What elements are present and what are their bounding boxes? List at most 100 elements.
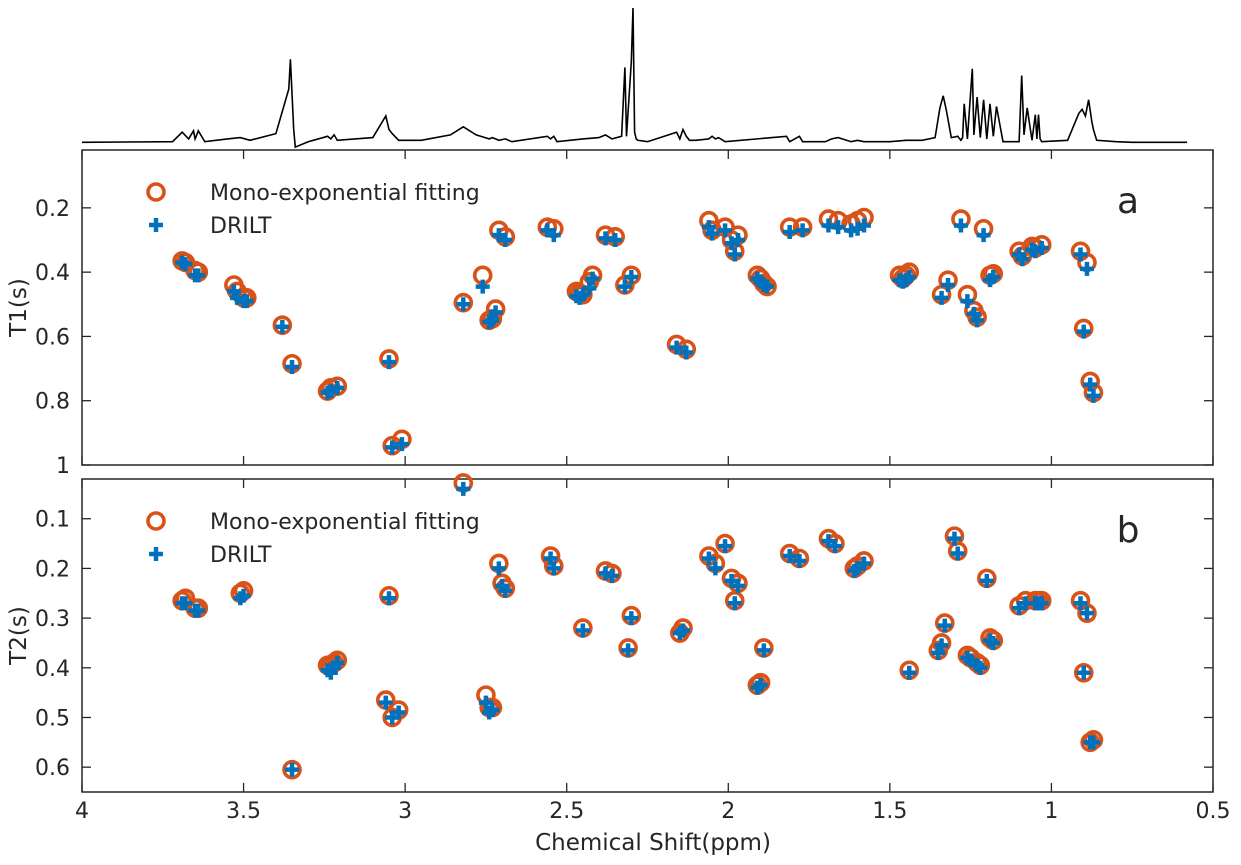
drilt-point <box>941 278 956 292</box>
drilt-point <box>730 233 745 247</box>
drilt-point <box>604 568 619 583</box>
drilt-point <box>718 223 733 238</box>
drilt-point <box>676 623 691 638</box>
drilt-point <box>1073 596 1088 611</box>
y-tick-label: 0.6 <box>35 325 70 350</box>
drilt-point <box>498 233 513 247</box>
plot-frame <box>81 149 1214 466</box>
legend-drilt-label: DRILT <box>210 214 272 239</box>
drilt-point <box>617 279 632 294</box>
legend-mono-marker <box>146 182 166 202</box>
drilt-point <box>608 233 623 247</box>
drilt-point <box>378 695 393 710</box>
drilt-point <box>1086 388 1101 403</box>
drilt-point <box>753 678 768 693</box>
plot-frame <box>81 478 1214 793</box>
x-tick-label: 2 <box>721 799 735 824</box>
drilt-point <box>624 611 639 626</box>
drilt-point <box>669 340 684 355</box>
drilt-point <box>546 228 561 243</box>
drilt-point <box>986 269 1001 284</box>
drilt-point <box>1079 261 1094 276</box>
drilt-point <box>950 546 965 561</box>
legend-mono-label: Mono-exponential fitting <box>210 181 480 206</box>
drilt-point <box>456 297 471 312</box>
drilt-point <box>498 583 513 598</box>
drilt-point <box>727 247 742 262</box>
drilt-point <box>934 290 949 305</box>
drilt-point <box>679 345 694 360</box>
panel-label: b <box>1117 510 1140 551</box>
drilt-point <box>902 269 917 284</box>
drilt-point <box>1086 735 1101 750</box>
drilt-point <box>1073 247 1088 262</box>
drilt-point <box>1034 241 1049 256</box>
drilt-point <box>275 319 290 334</box>
x-tick-label: 0.5 <box>1196 799 1231 824</box>
drilt-point <box>330 380 345 395</box>
drilt-point <box>585 271 600 286</box>
drilt-point <box>756 643 771 658</box>
y-tick-label: 0.4 <box>35 657 70 682</box>
drilt-point <box>236 588 251 603</box>
drilt-point <box>381 355 396 370</box>
drilt-point <box>973 660 988 675</box>
drilt-point <box>394 437 409 452</box>
drilt-point <box>385 440 400 455</box>
drilt-point <box>1015 252 1030 267</box>
x-tick-label: 4 <box>75 799 89 824</box>
t2-panel: 0.1 0.2 0.3 0.4 0.5 0.6 T2(s) b Mono-exponential… <box>6 473 1214 793</box>
drilt-point <box>727 596 742 611</box>
drilt-point <box>456 481 471 496</box>
drilt-point <box>857 218 872 233</box>
drilt-point <box>970 313 985 328</box>
drilt-point <box>285 359 300 374</box>
drilt-point <box>330 655 345 670</box>
drilt-point <box>979 573 994 588</box>
x-tick-label: 1 <box>1044 799 1058 824</box>
drilt-point <box>795 223 810 238</box>
legend-mono-label: Mono-exponential fitting <box>210 510 480 535</box>
drilt-point <box>575 623 590 638</box>
drilt-point <box>485 703 500 718</box>
drilt-point <box>792 553 807 568</box>
y-tick-label: 0.2 <box>35 197 70 222</box>
drilt-point <box>285 762 300 777</box>
drilt-point <box>857 556 872 571</box>
legend-drilt-marker <box>149 547 163 561</box>
drilt-point <box>931 645 946 660</box>
y-tick-label: 0.8 <box>35 390 70 415</box>
drilt-point <box>947 531 962 546</box>
legend-drilt-label: DRILT <box>210 543 272 568</box>
x-axis: Chemical Shift(ppm) 4 3.5 3 2.5 2 1.5 1 0.5 <box>75 799 1231 856</box>
drilt-point <box>902 665 917 680</box>
drilt-point <box>1076 665 1091 680</box>
y-tick-label: 0.1 <box>35 508 70 533</box>
drilt-point <box>1076 324 1091 339</box>
drilt-point <box>543 551 558 566</box>
y-tick-label: 0.2 <box>35 557 70 582</box>
drilt-point <box>381 591 396 606</box>
y-axis-label: T2(s) <box>6 606 32 666</box>
drilt-point <box>827 539 842 554</box>
spectrum-panel <box>81 7 1188 149</box>
drilt-point <box>178 596 193 611</box>
y-tick-label: 0.5 <box>35 706 70 731</box>
x-tick-label: 1.5 <box>872 799 907 824</box>
drilt-point <box>953 218 968 233</box>
drilt-point <box>178 257 193 272</box>
drilt-point <box>730 578 745 593</box>
drilt-point <box>782 224 797 239</box>
legend-mono-marker <box>146 511 166 531</box>
drilt-point <box>478 695 493 710</box>
drilt-point <box>986 635 1001 650</box>
drilt-point <box>831 220 846 235</box>
drilt-point <box>782 549 797 564</box>
drilt-point <box>491 561 506 576</box>
x-tick-label: 2.5 <box>549 799 584 824</box>
x-axis-label: Chemical Shift(ppm) <box>535 830 771 856</box>
drilt-point <box>191 268 206 283</box>
drilt-point <box>705 226 720 241</box>
